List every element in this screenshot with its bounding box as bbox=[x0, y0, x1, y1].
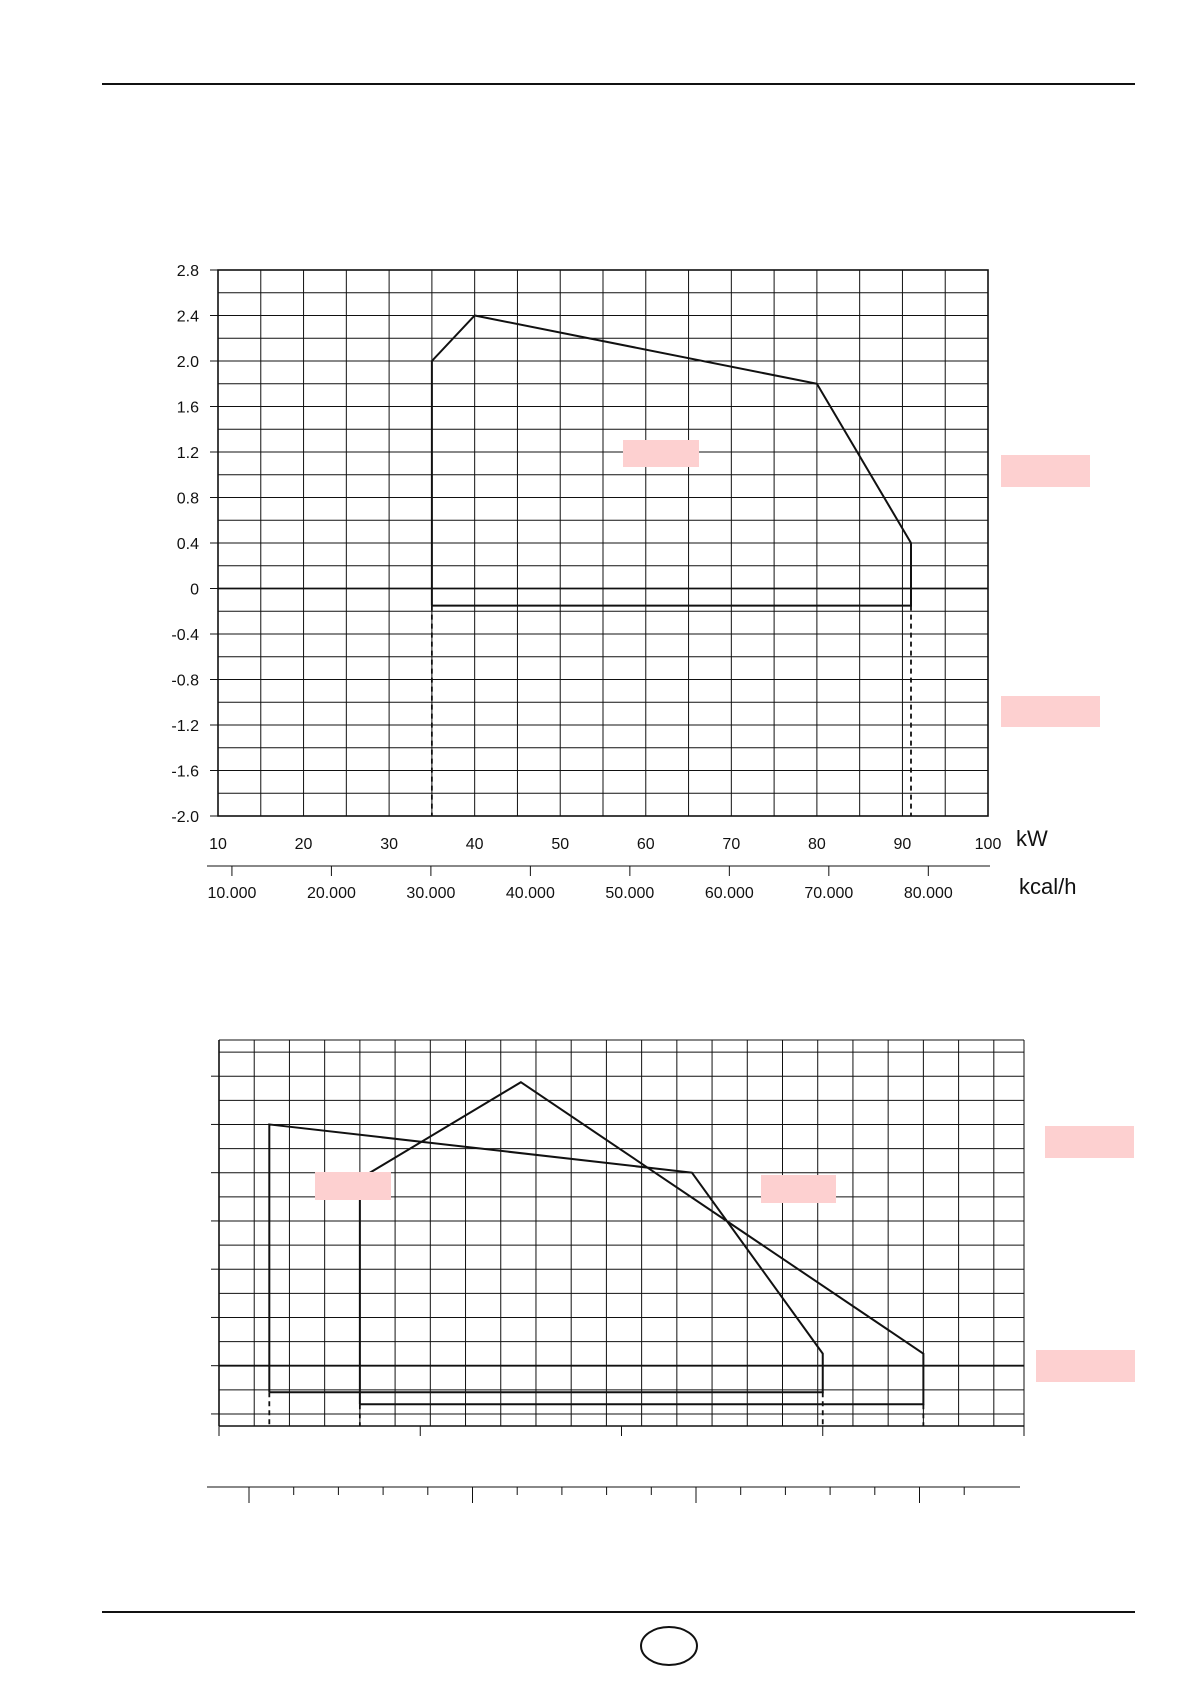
y-tick-label: -0.4 bbox=[171, 627, 199, 644]
y-tick-label: 1.6 bbox=[177, 400, 199, 417]
kcal-axis-tick-label: 50.000 bbox=[605, 885, 654, 902]
x-tick-label: 90 bbox=[894, 836, 912, 853]
x-tick-label: 100 bbox=[975, 836, 1002, 853]
x-tick-label: 40 bbox=[466, 836, 484, 853]
x-tick-label: 30 bbox=[380, 836, 398, 853]
kcal-axis-tick-label: 10.000 bbox=[207, 885, 256, 902]
label-box-lower-left bbox=[315, 1172, 391, 1200]
x-tick-label: 80 bbox=[808, 836, 826, 853]
label-box-upper-right-top bbox=[1001, 455, 1090, 487]
y-tick-label: 2.4 bbox=[177, 309, 199, 326]
x-axis-unit-label: kW bbox=[1016, 826, 1048, 851]
y-tick-label: -0.8 bbox=[171, 673, 199, 690]
kcal-axis-unit-label: kcal/h bbox=[1019, 874, 1076, 899]
x-tick-label: 10 bbox=[209, 836, 227, 853]
label-box-upper-center bbox=[623, 440, 699, 467]
label-box-upper-right-bottom bbox=[1001, 696, 1100, 727]
label-box-lower-right-top bbox=[1045, 1126, 1134, 1158]
chart-upper: 2.8 2.4 2.0 1.6 1.2 0.8 0.4 0 -0.4 -0.8 -1.2 -1.6 -2… bbox=[171, 263, 1048, 853]
y-tick-label: 1.2 bbox=[177, 445, 199, 462]
y-tick-label: 2.8 bbox=[177, 263, 199, 280]
kcal-axis-tick-label: 70.000 bbox=[804, 885, 853, 902]
y-tick-label: 0.4 bbox=[177, 536, 199, 553]
y-tick-label: -2.0 bbox=[171, 809, 199, 826]
y-tick-label: 0.8 bbox=[177, 491, 199, 508]
y-tick-label: 0 bbox=[190, 582, 199, 599]
kcal-axis-tick-label: 60.000 bbox=[705, 885, 754, 902]
y-tick-label: -1.6 bbox=[171, 764, 199, 781]
page-number-badge bbox=[640, 1626, 698, 1666]
y-tick-label: -1.2 bbox=[171, 718, 199, 735]
chart-lower bbox=[211, 1039, 1025, 1436]
chart-upper-kcal-axis: 10.000 20.000 30.000 40.000 50.000 60.000 70.0… bbox=[207, 865, 1076, 902]
chart-lower-secondary-axis bbox=[207, 1486, 1020, 1503]
x-tick-label: 20 bbox=[295, 836, 313, 853]
series-line bbox=[268, 1123, 824, 1394]
series-line bbox=[358, 1081, 925, 1406]
label-box-lower-center bbox=[761, 1175, 836, 1203]
kcal-axis-tick-label: 80.000 bbox=[904, 885, 953, 902]
kcal-axis-tick-label: 40.000 bbox=[506, 885, 555, 902]
x-tick-label: 50 bbox=[551, 836, 569, 853]
x-tick-label: 60 bbox=[637, 836, 655, 853]
y-tick-label: 2.0 bbox=[177, 354, 199, 371]
label-box-lower-right-bottom bbox=[1036, 1350, 1135, 1382]
x-tick-label: 70 bbox=[722, 836, 740, 853]
kcal-axis-tick-label: 30.000 bbox=[406, 885, 455, 902]
kcal-axis-tick-label: 20.000 bbox=[307, 885, 356, 902]
